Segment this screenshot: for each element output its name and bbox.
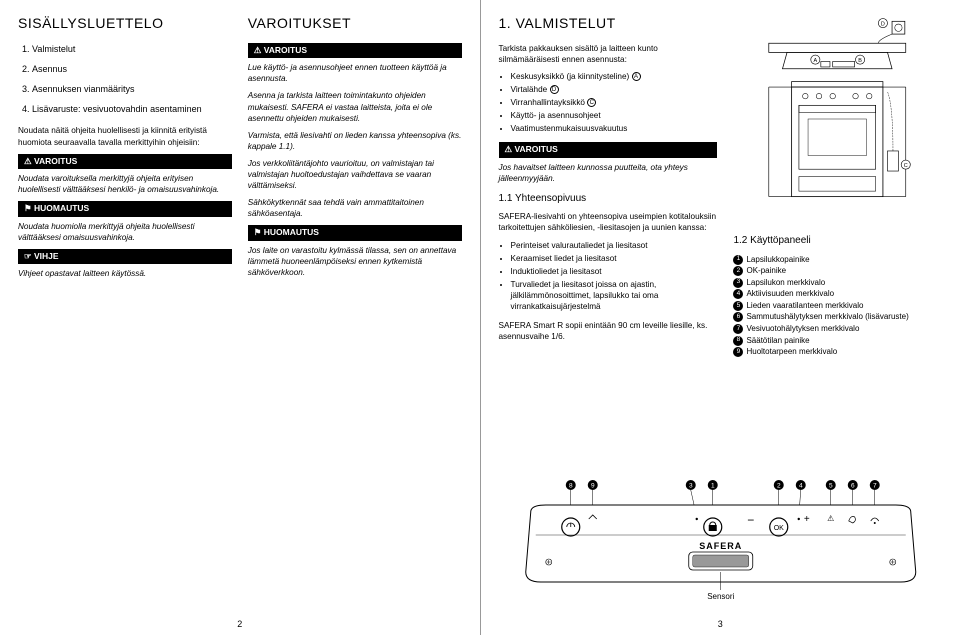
svg-text:B: B [859,58,863,64]
warnings-heading: VAROITUKSET [248,14,462,33]
list-item: Virtalähde D [511,84,718,95]
warn-p2: Asenna ja tarkista laitteen toimintakunt… [248,90,462,123]
toc-list: Valmistelut Asennus Asennuksen vianmääri… [18,43,232,116]
warn-p6: Jos laite on varastoitu kylmässä tilassa… [248,245,462,278]
toc-item: Asennus [32,63,232,75]
svg-text:C: C [904,163,908,169]
svg-text:8: 8 [568,483,572,490]
subheading: 1.1 Yhteensopivuus [499,192,718,206]
svg-text:OK: OK [773,525,783,532]
page-right: 1. VALMISTELUT Tarkista pakkauksen sisäl… [481,0,960,635]
subheading: 1.2 Käyttöpaneeli [733,234,942,248]
svg-text:5: 5 [828,483,832,490]
prep-intro: Tarkista pakkauksen sisältö ja laitteen … [499,43,718,65]
svg-text:+: + [803,514,809,525]
svg-text:2: 2 [776,483,780,490]
page-number-right: 3 [481,619,960,629]
toc-item: Asennuksen vianmääritys [32,83,232,95]
svg-text:9: 9 [590,483,594,490]
warning-box: ⚠ VAROITUS [248,43,462,58]
list-item: Perinteiset valurautaliedet ja liesitaso… [511,240,718,251]
list-item: Keraamiset liedet ja liesitasot [511,253,718,264]
toc-item: Valmistelut [32,43,232,55]
intro-text: Noudata näitä ohjeita huolellisesti ja k… [18,125,232,147]
warn-p5: Sähkökytkennät saa tehdä vain ammattitai… [248,197,462,219]
svg-text:Sensori: Sensori [707,592,734,601]
warn-p1: Lue käyttö- ja asennusohjeet ennen tuott… [248,62,462,84]
notice-box: ⚑ HUOMAUTUS [248,225,462,240]
svg-text:1: 1 [710,483,714,490]
svg-text:6: 6 [850,483,854,490]
warn-text: Jos havaitset laitteen kunnossa puutteit… [499,162,718,184]
package-list: Keskusyksikkö (ja kiinnitysteline) A Vir… [499,71,718,134]
tip-text: Vihjeet opastavat laitteen käytössä. [18,268,232,279]
svg-text:⚠: ⚠ [827,514,834,523]
page-number-left: 2 [0,619,480,629]
notice-text: Noudata huomiolla merkittyjä ohjeita huo… [18,221,232,243]
page-left: SISÄLLYSLUETTELO Valmistelut Asennus Ase… [0,0,481,635]
warn-p3: Varmista, että liesivahti on lieden kans… [248,130,462,152]
svg-text:D: D [881,21,885,27]
panel-legend: 1Lapsilukkopainike 2OK-painike 3Lapsiluk… [733,254,942,358]
stove-illustration: A B C D [733,14,942,224]
manual-spread: SISÄLLYSLUETTELO Valmistelut Asennus Ase… [0,0,960,635]
notice-box: ⚑ HUOMAUTUS [18,201,232,216]
svg-text:A: A [814,58,818,64]
list-item: Induktioliedet ja liesitasot [511,266,718,277]
tip-box: ☞ VIHJE [18,249,232,264]
control-panel-illustration: 8 9 3 1 2 4 5 6 7 [499,477,943,607]
svg-text:7: 7 [872,483,876,490]
list-item: Käyttö- ja asennusohjeet [511,110,718,121]
warning-box: ⚠ VAROITUS [499,142,718,157]
section-heading: 1. VALMISTELUT [499,14,718,33]
list-item: Keskusyksikkö (ja kiinnitysteline) A [511,71,718,82]
compat-list: Perinteiset valurautaliedet ja liesitaso… [499,240,718,312]
compat-intro: SAFERA-liesivahti on yhteensopiva useimp… [499,211,718,233]
list-item: Virranhallintayksikkö C [511,97,718,108]
list-item: Turvaliedet ja liesitasot joissa on ajas… [511,279,718,312]
svg-text:3: 3 [688,483,692,490]
toc-item: Lisävaruste: vesivuotovahdin asentaminen [32,103,232,115]
warning-text: Noudata varoituksella merkittyjä ohjeita… [18,173,232,195]
list-item: Vaatimustenmukaisuusvakuutus [511,123,718,134]
warn-p4: Jos verkkoliitäntäjohto vaurioituu, on v… [248,158,462,191]
svg-text:SAFERA: SAFERA [699,541,742,551]
left-col1: SISÄLLYSLUETTELO Valmistelut Asennus Ase… [18,14,232,615]
toc-heading: SISÄLLYSLUETTELO [18,14,232,33]
warning-box: ⚠ VAROITUS [18,154,232,169]
svg-text:4: 4 [798,483,802,490]
left-col2: VAROITUKSET ⚠ VAROITUS Lue käyttö- ja as… [248,14,462,615]
compat-note: SAFERA Smart R sopii enintään 90 cm leve… [499,320,718,342]
svg-text:−: − [747,513,754,527]
